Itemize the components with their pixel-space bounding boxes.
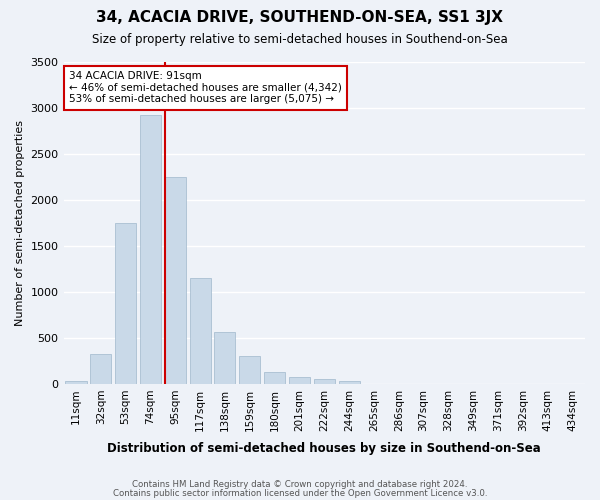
Y-axis label: Number of semi-detached properties: Number of semi-detached properties bbox=[15, 120, 25, 326]
Bar bbox=[65, 381, 86, 384]
Bar bbox=[214, 332, 235, 384]
Text: 34, ACACIA DRIVE, SOUTHEND-ON-SEA, SS1 3JX: 34, ACACIA DRIVE, SOUTHEND-ON-SEA, SS1 3… bbox=[97, 10, 503, 25]
Bar bbox=[314, 380, 335, 384]
Text: Contains public sector information licensed under the Open Government Licence v3: Contains public sector information licen… bbox=[113, 488, 487, 498]
Bar bbox=[140, 115, 161, 384]
Bar bbox=[190, 278, 211, 384]
Text: 34 ACACIA DRIVE: 91sqm
← 46% of semi-detached houses are smaller (4,342)
53% of : 34 ACACIA DRIVE: 91sqm ← 46% of semi-det… bbox=[69, 71, 341, 104]
Bar bbox=[90, 354, 112, 384]
Bar bbox=[289, 376, 310, 384]
Bar bbox=[239, 356, 260, 384]
Bar bbox=[115, 222, 136, 384]
Bar bbox=[338, 381, 359, 384]
Text: Size of property relative to semi-detached houses in Southend-on-Sea: Size of property relative to semi-detach… bbox=[92, 32, 508, 46]
Text: Contains HM Land Registry data © Crown copyright and database right 2024.: Contains HM Land Registry data © Crown c… bbox=[132, 480, 468, 489]
Bar bbox=[165, 176, 186, 384]
Bar bbox=[264, 372, 285, 384]
X-axis label: Distribution of semi-detached houses by size in Southend-on-Sea: Distribution of semi-detached houses by … bbox=[107, 442, 541, 455]
